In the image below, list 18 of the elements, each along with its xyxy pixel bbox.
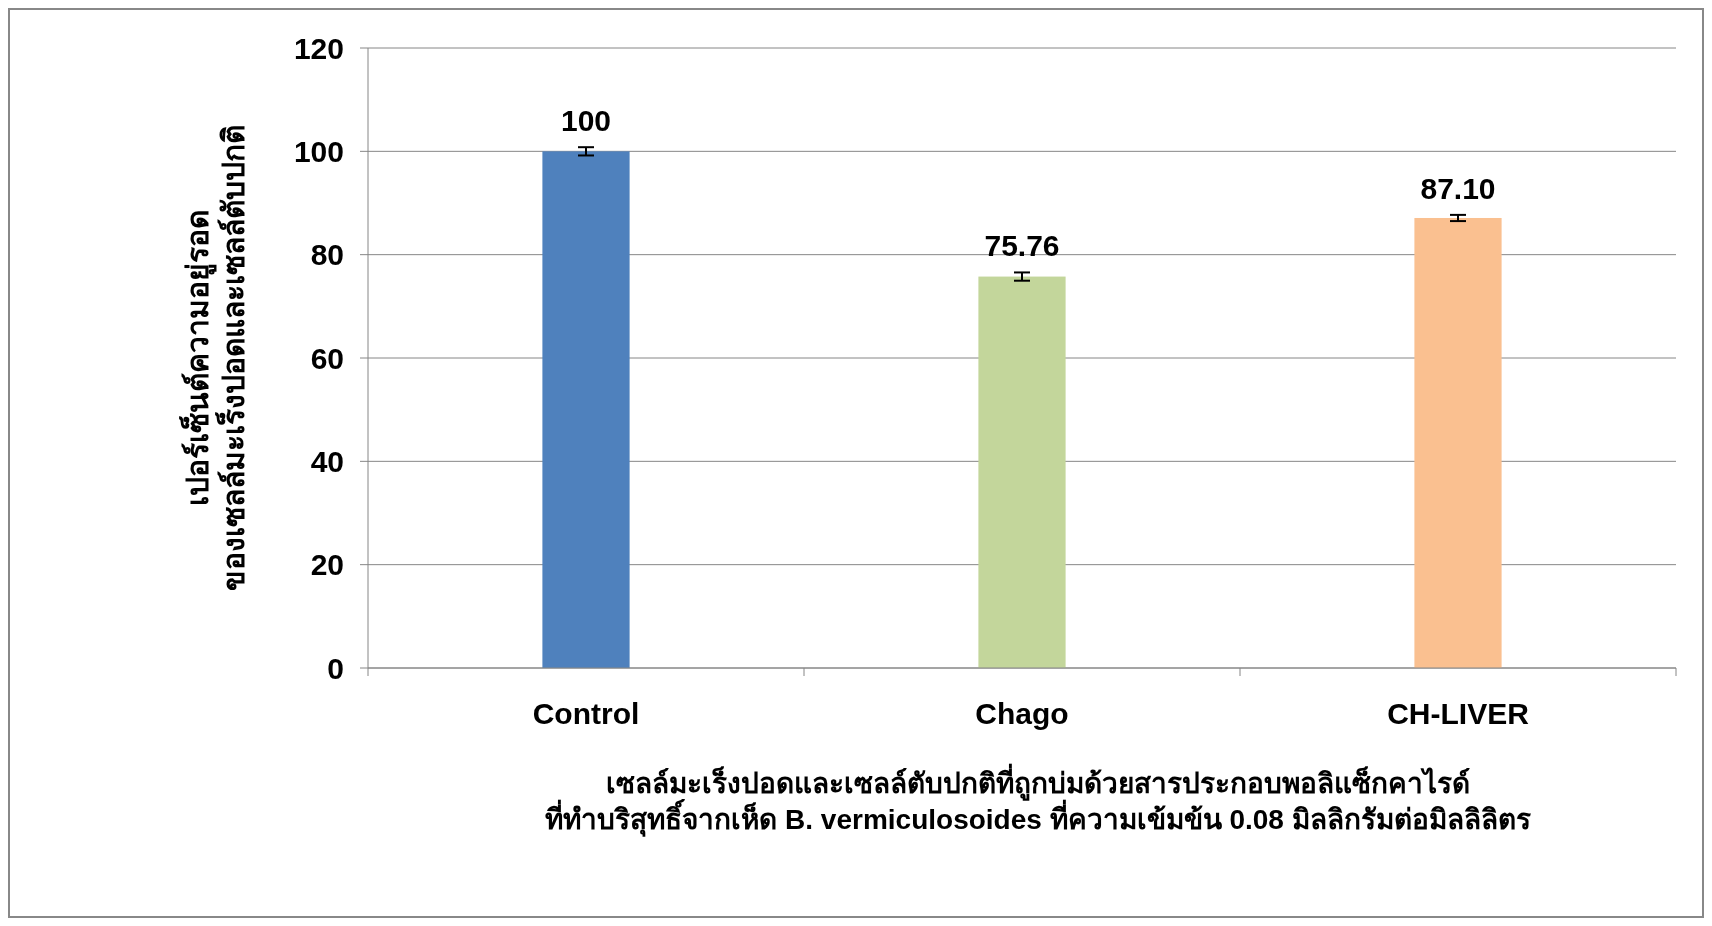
x-tick-label: Chago — [975, 697, 1069, 730]
y-tick-label: 60 — [310, 341, 344, 375]
y-tick-label: 120 — [293, 31, 344, 65]
y-tick-label: 20 — [310, 548, 344, 582]
y-tick-label: 80 — [310, 238, 344, 272]
data-label: 75.76 — [984, 229, 1060, 263]
data-label: 87.10 — [1420, 171, 1496, 205]
x-axis-title: เซลล์มะเร็งปอดและเซลล์ตับปกติที่ถูกบ่มด้วยสารประกอบพอลิแซ็กคาไรด์ ที่ทำบริสุทธิ์จากเห็ด B. vermiculosoides ที่ความเข้มข้น 0.08 มิลลิกรัมต่อมิลลิลิตร — [545, 763, 1531, 837]
x-tick-label: CH-LIVER — [1387, 697, 1530, 730]
bar — [542, 151, 630, 668]
y-tick-label: 40 — [310, 444, 344, 478]
data-label: 100 — [560, 104, 612, 138]
x-tick-label: Control — [532, 697, 640, 730]
y-tick-label: 0 — [327, 651, 344, 685]
bar — [1414, 217, 1502, 668]
y-axis-title: เปอร์เซ็นต์ความอยู่รอด ของเซลล์มะเร็งปอดและเซลล์ตับปกติ — [179, 125, 250, 591]
y-tick-label: 100 — [293, 134, 344, 168]
bar — [978, 276, 1066, 668]
